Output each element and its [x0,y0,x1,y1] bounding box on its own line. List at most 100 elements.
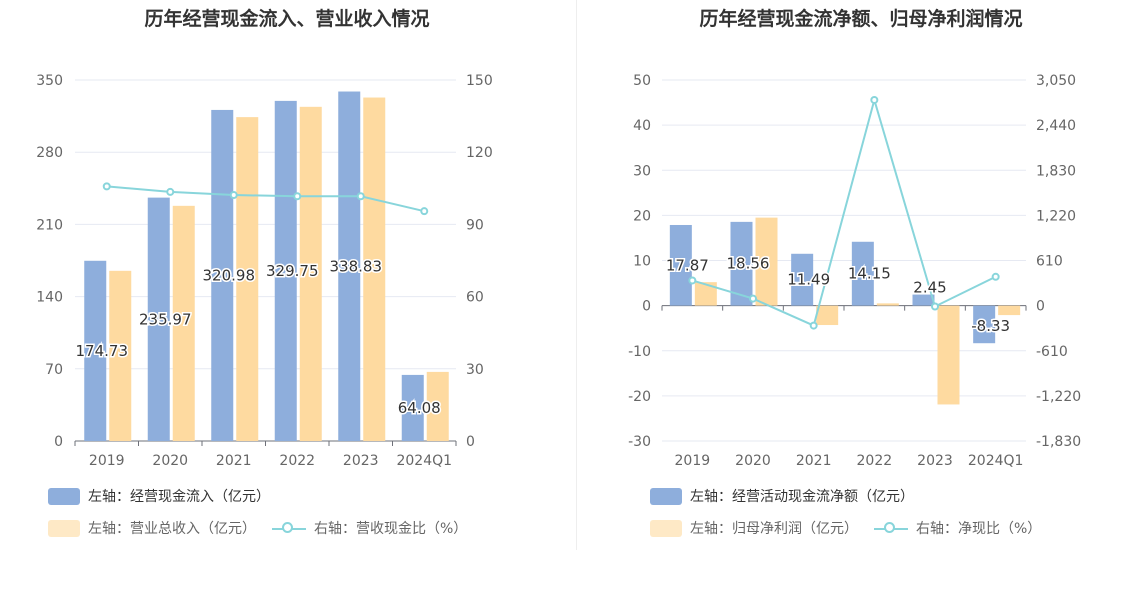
x-tick-label: 2020 [735,453,771,469]
x-tick-label: 2023 [343,453,379,469]
y-left-tick-label: 280 [36,145,63,161]
line-point [931,302,939,311]
x-tick-label: 2020 [152,453,188,469]
y-left-tick-label: -20 [628,389,651,405]
bar-data-label: -8.33 [971,317,1010,335]
legend-swatch-bar [650,519,682,537]
y-left-tick-label: 0 [642,299,651,315]
legend-item-net-profit[interactable]: 左轴：归母净利润（亿元） [650,518,858,538]
bar-data-label: 17.87 [666,256,709,274]
bar-data-label: 320.98 [203,266,256,284]
bar-data-label: 18.56 [727,255,770,273]
bar-data-label: 329.75 [266,262,319,280]
legend-swatch-bar [48,487,80,505]
chart-legend: 左轴：经营现金流入（亿元） 左轴：营业总收入（亿元） 右轴：营收现金比（%） [48,480,568,544]
y-right-tick-label: 3,050 [1036,73,1076,89]
legend-swatch-line [874,520,908,537]
bar-primary [912,294,935,306]
bar-primary [851,241,874,306]
bar-primary [147,197,170,441]
legend-row-2: 左轴：归母净利润（亿元） 右轴：净现比（%） [650,512,1148,544]
legend-label: 左轴：营业总收入（亿元） [88,521,256,537]
x-tick-label: 2019 [675,453,711,469]
y-right-tick-label: -1,830 [1036,434,1081,450]
bar-primary [791,253,814,306]
legend-row-2: 左轴：营业总收入（亿元） 右轴：营收现金比（%） [48,512,568,544]
x-tick-label: 2024Q1 [968,453,1024,469]
bar-secondary [876,303,899,306]
bar-primary [338,91,361,441]
bar-secondary [937,305,960,405]
y-right-tick-label: 0 [466,434,475,450]
y-left-tick-label: 30 [633,163,651,179]
legend-item-ratio[interactable]: 右轴：营收现金比（%） [272,518,467,538]
y-right-tick-label: 60 [466,290,484,306]
bar-secondary [998,305,1021,316]
x-tick-label: 2024Q1 [396,453,452,469]
bar-secondary [299,106,322,442]
y-left-tick-label: 0 [54,434,63,450]
bar-secondary [363,97,386,441]
y-left-tick-label: 210 [36,217,63,233]
line-point [870,95,879,104]
chart-svg-cashflow-revenue: 350 280 210 140 70 0 150 120 90 60 30 0 2019 2020 2021… [36,73,493,469]
y-left-tick-label: -30 [628,434,651,450]
legend-item-cash-inflow[interactable]: 左轴：经营现金流入（亿元） [48,486,270,506]
legend-label: 右轴：营收现金比（%） [314,521,468,537]
x-tick-label: 2022 [279,453,315,469]
legend-label: 右轴：净现比（%） [916,521,1042,537]
y-right-tick-label: 2,440 [1036,118,1076,134]
y-left-tick-label: 10 [633,254,651,270]
legend-swatch-line [272,520,306,537]
legend-item-net-ratio[interactable]: 右轴：净现比（%） [874,518,1041,538]
y-left-tick-label: 40 [633,118,651,134]
y-left-tick-label: 70 [45,362,63,378]
bar-primary [274,100,297,442]
bar-data-label: 338.83 [330,257,383,275]
bar-data-label: 11.49 [787,271,830,289]
bar-secondary [816,305,839,326]
bar-primary [669,224,692,306]
line-point [991,272,1000,281]
y-right-tick-label: 610 [1036,254,1063,270]
y-right-tick-label: 150 [466,73,493,89]
bar-secondary [755,217,778,306]
y-left-tick-label: 350 [36,73,63,89]
y-right-tick-label: 120 [466,145,493,161]
bar-primary [84,260,107,441]
legend-item-revenue[interactable]: 左轴：营业总收入（亿元） [48,518,256,538]
line-point [688,276,697,285]
y-right-tick-label: 1,830 [1036,163,1076,179]
legend-label: 左轴：归母净利润（亿元） [690,521,858,537]
chart-title: 历年经营现金流净额、归母净利润情况 [699,8,1023,30]
bar-data-label: 174.73 [76,342,129,360]
legend-row-1: 左轴：经营活动现金流净额（亿元） [650,480,1148,512]
line-point [356,192,365,201]
bar-secondary [172,205,195,441]
x-tick-label: 2021 [796,453,832,469]
legend-swatch-bar [48,519,80,537]
legend-item-net-cashflow[interactable]: 左轴：经营活动现金流净额（亿元） [650,486,914,506]
bar-primary [401,374,424,441]
y-right-tick-label: 0 [1036,299,1045,315]
y-right-tick-label: -610 [1036,344,1068,360]
y-left-tick-label: 20 [633,208,651,224]
bar-primary [211,109,234,441]
line-point [420,207,429,216]
legend-swatch-bar [650,487,682,505]
bar-primary [730,221,753,306]
y-left-tick-label: 50 [633,73,651,89]
y-right-tick-label: 30 [466,362,484,378]
y-left-tick-label: 140 [36,290,63,306]
chart-svg-netcash-profit: 50 40 30 20 10 0 -10 -20 -30 3,050 2,440 1,830 1,220… [628,73,1081,469]
chart-title: 历年经营现金流入、营业收入情况 [144,8,430,30]
bar-data-label: 235.97 [139,310,192,328]
bar-data-label: 2.45 [913,279,946,297]
legend-label: 左轴：经营现金流入（亿元） [88,489,270,505]
line-series [692,96,997,327]
bar-secondary [694,282,717,306]
bar-secondary [426,371,449,441]
panel-divider [576,0,577,550]
line-point [293,192,302,201]
bar-secondary [236,117,259,441]
